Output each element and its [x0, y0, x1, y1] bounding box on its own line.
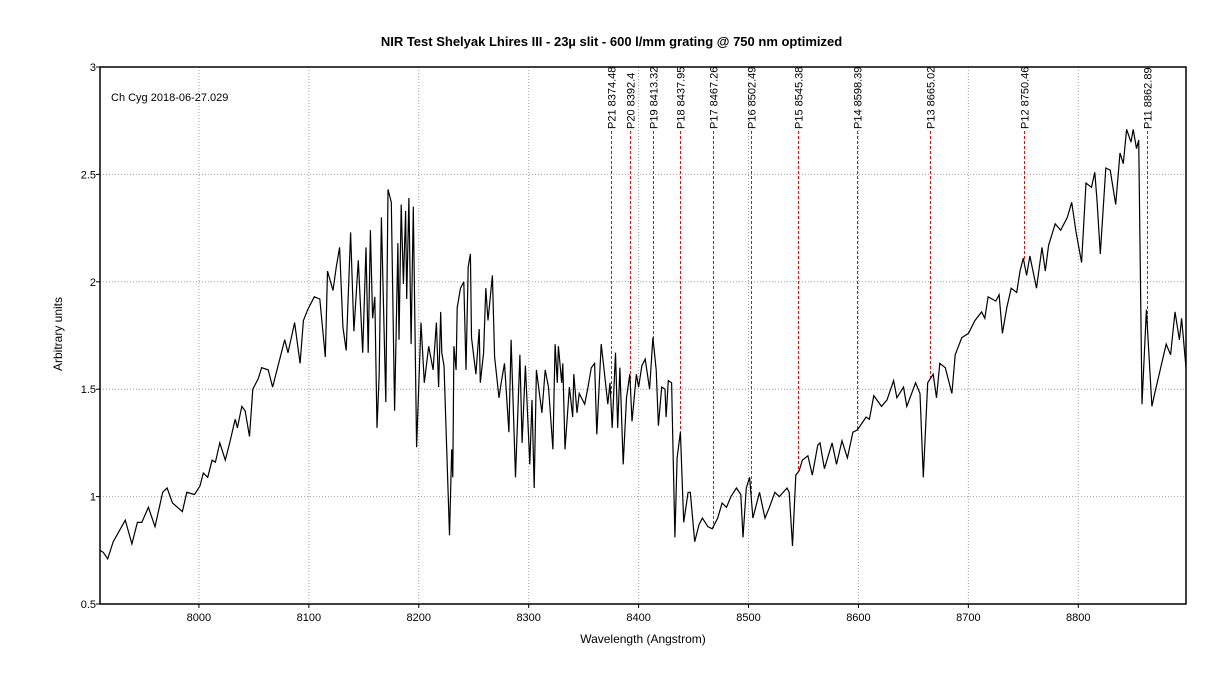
- line-marker-label: P13 8665.02: [926, 67, 938, 129]
- x-tick-label: 8000: [187, 612, 211, 624]
- y-tick-label: 3: [90, 62, 96, 74]
- line-marker-label: P15 8545.38: [794, 67, 806, 129]
- line-marker-label: P20 8392.4: [626, 73, 638, 129]
- y-tick-label: 2.5: [81, 169, 96, 181]
- x-tick-label: 8100: [297, 612, 321, 624]
- line-marker-label: P19 8413.32: [649, 67, 661, 129]
- y-tick-label: 1: [90, 492, 96, 504]
- line-marker-label: P16 8502.49: [747, 67, 759, 129]
- x-axis-label: Wavelength (Angstrom): [580, 632, 706, 646]
- plot-frame: [99, 66, 1187, 605]
- y-axis-label: Arbitrary units: [51, 296, 65, 372]
- x-tick-label: 8400: [626, 612, 650, 624]
- y-tick-label: 2: [90, 277, 96, 289]
- line-marker-label: P21 8374.48: [607, 67, 619, 129]
- x-tick-label: 8300: [516, 612, 540, 624]
- line-marker-label: P11 8862.89: [1143, 67, 1155, 129]
- x-tick-label: 8700: [956, 612, 980, 624]
- line-marker-label: P18 8437.95: [676, 67, 688, 129]
- x-tick-label: 8200: [407, 612, 431, 624]
- line-marker-label: P12 8750.46: [1020, 67, 1032, 129]
- line-marker-label: P17 8467.26: [709, 67, 721, 129]
- x-tick-label: 8500: [736, 612, 760, 624]
- chart-title: NIR Test Shelyak Lhires III - 23µ slit -…: [380, 34, 843, 49]
- x-tick-label: 8800: [1066, 612, 1090, 624]
- y-tick-label: 0.5: [81, 599, 96, 611]
- object-annotation: Ch Cyg 2018-06-27.029: [111, 92, 229, 104]
- line-marker-label: P14 8598.39: [853, 67, 865, 129]
- spectrum-line: [100, 129, 1186, 561]
- y-tick-label: 1.5: [81, 384, 96, 396]
- x-tick-label: 8600: [846, 612, 870, 624]
